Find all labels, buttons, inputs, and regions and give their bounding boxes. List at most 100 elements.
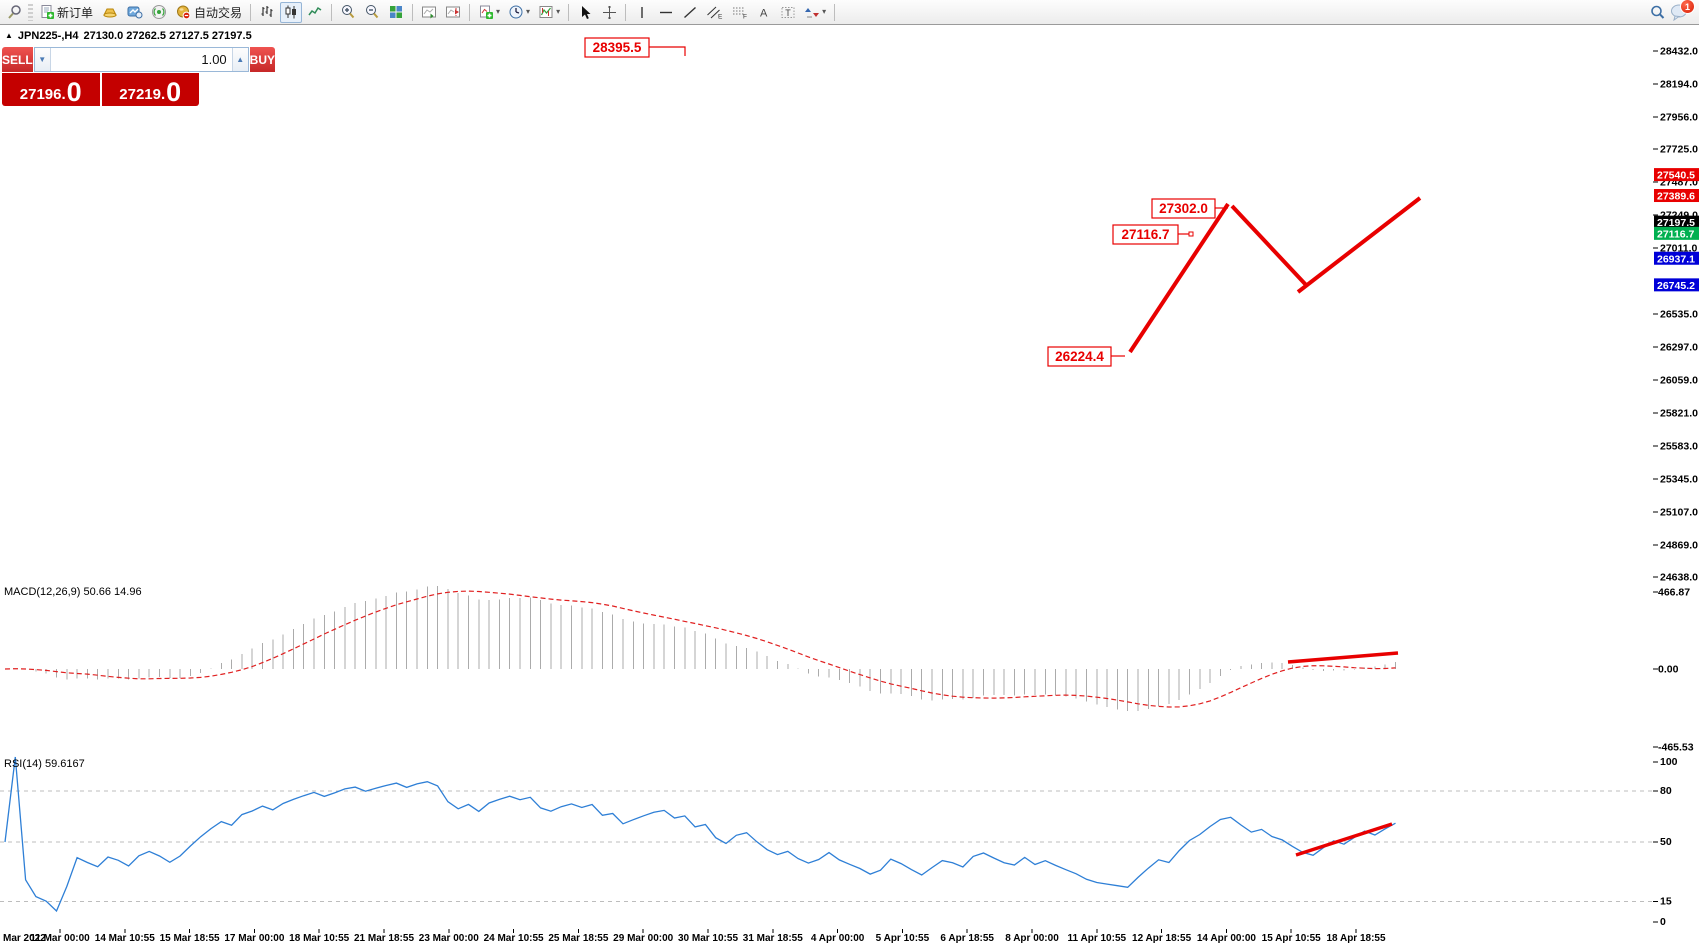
vertical-line-icon xyxy=(641,6,643,18)
svg-text:25 Mar 18:55: 25 Mar 18:55 xyxy=(548,933,608,944)
svg-text:27389.6: 27389.6 xyxy=(1657,191,1695,203)
crosshair-icon xyxy=(602,5,616,19)
fibonacci-tool[interactable]: F xyxy=(728,2,751,23)
toolbar-separator xyxy=(834,3,836,21)
svg-text:27116.7: 27116.7 xyxy=(1657,228,1695,240)
svg-text:25107.0: 25107.0 xyxy=(1660,506,1698,518)
ask-price-display[interactable]: 27219. 0 xyxy=(101,73,199,107)
text-tool[interactable]: A xyxy=(753,2,775,23)
rsi-label: RSI(14) 59.6167 xyxy=(4,758,85,770)
search-button[interactable] xyxy=(1646,2,1669,23)
svg-text:E: E xyxy=(718,13,723,20)
svg-text:6 Apr 18:55: 6 Apr 18:55 xyxy=(940,933,994,944)
bid-price-display[interactable]: 27196. 0 xyxy=(2,73,100,106)
bar-chart-icon xyxy=(261,6,273,17)
annotation-text: 27302.0 xyxy=(1159,201,1208,216)
volume-increase-button[interactable]: ▲ xyxy=(231,48,248,71)
bid-price-big-digit: 0 xyxy=(66,76,82,107)
svg-text:0.00: 0.00 xyxy=(1658,664,1679,676)
signals-button[interactable] xyxy=(148,2,170,23)
svg-text:24638.0: 24638.0 xyxy=(1660,572,1698,584)
arrows-tool[interactable]: ▾ xyxy=(801,2,829,23)
sell-button[interactable]: SELL xyxy=(2,47,33,72)
notifications-button[interactable]: 1 xyxy=(1670,0,1695,21)
text-a-icon: A xyxy=(760,7,768,19)
auto-trading-icon xyxy=(177,5,191,20)
svg-text:T: T xyxy=(785,8,791,18)
market-watch-button[interactable] xyxy=(98,2,121,23)
svg-text:24 Mar 10:55: 24 Mar 10:55 xyxy=(484,933,544,944)
svg-text:14 Mar 10:55: 14 Mar 10:55 xyxy=(95,933,155,944)
auto-trading-button[interactable]: 自动交易 xyxy=(172,2,245,23)
annotation-text: 28395.5 xyxy=(593,40,642,55)
text-label-tool[interactable]: T xyxy=(777,2,799,23)
price-annotations[interactable]: 28395.5 27302.0 27116.7 26224.4 xyxy=(584,37,1228,367)
cursor-icon xyxy=(582,5,591,19)
auto-scroll-button[interactable] xyxy=(418,2,440,23)
svg-text:25345.0: 25345.0 xyxy=(1660,473,1698,485)
symbol-name: JPN225-,H4 xyxy=(17,30,79,42)
line-chart-mode-button[interactable] xyxy=(304,2,326,23)
new-order-icon xyxy=(41,5,54,19)
auto-trading-label: 自动交易 xyxy=(194,5,243,20)
volume-decrease-button[interactable]: ▼ xyxy=(34,48,51,71)
candlestick-icon xyxy=(285,5,297,19)
svg-text:26535.0: 26535.0 xyxy=(1660,309,1698,321)
symbol-info: ▲ JPN225-,H4 27130.0 27262.5 27127.5 271… xyxy=(5,30,252,42)
equidistant-channel-tool[interactable]: E xyxy=(703,2,726,23)
svg-text:15 Mar 18:55: 15 Mar 18:55 xyxy=(160,933,220,944)
zoom-in-button[interactable] xyxy=(337,2,359,23)
svg-text:466.87: 466.87 xyxy=(1658,587,1690,599)
svg-text:26059.0: 26059.0 xyxy=(1660,374,1698,386)
chevron-down-icon: ▾ xyxy=(526,7,531,16)
notification-badge: 1 xyxy=(1680,0,1695,14)
horizontal-line-tool[interactable] xyxy=(655,2,677,23)
trend-arrows[interactable] xyxy=(1128,196,1422,857)
main-toolbar: 新订单 自动交易 xyxy=(0,0,1699,25)
svg-text:28194.0: 28194.0 xyxy=(1660,78,1698,90)
cursor-tool-button[interactable] xyxy=(574,2,596,23)
svg-text:17 Mar 00:00: 17 Mar 00:00 xyxy=(224,933,284,944)
clipped-magnifier-icon[interactable] xyxy=(3,2,25,23)
price-axis[interactable]: 28432.028194.027956.027725.027487.027249… xyxy=(1653,46,1698,929)
annotation-text: 26224.4 xyxy=(1055,349,1104,364)
svg-text:11 Mar 00:00: 11 Mar 00:00 xyxy=(30,933,90,944)
chart-shift-button[interactable] xyxy=(442,2,464,23)
one-click-trading-panel: SELL ▼ ▲ BUY 27196. 0 27219. 0 xyxy=(2,47,276,107)
svg-text:18 Apr 18:55: 18 Apr 18:55 xyxy=(1326,933,1386,944)
zoom-out-button[interactable] xyxy=(361,2,383,23)
svg-text:31 Mar 18:55: 31 Mar 18:55 xyxy=(743,933,803,944)
crosshair-tool-button[interactable] xyxy=(598,2,620,23)
periods-button[interactable]: ▾ xyxy=(505,2,533,23)
svg-text:30 Mar 10:55: 30 Mar 10:55 xyxy=(678,933,738,944)
svg-text:Mar 2022: Mar 2022 xyxy=(3,933,46,944)
ask-price-big-digit: 0 xyxy=(166,76,182,107)
zoom-in-icon xyxy=(342,5,355,19)
svg-text:27197.5: 27197.5 xyxy=(1657,217,1695,229)
svg-text:25821.0: 25821.0 xyxy=(1660,407,1698,419)
vertical-line-tool[interactable] xyxy=(631,2,653,23)
bar-chart-mode-button[interactable] xyxy=(256,2,278,23)
fibonacci-icon: F xyxy=(733,7,747,20)
charts-button[interactable] xyxy=(123,2,146,23)
new-order-button[interactable]: 新订单 xyxy=(36,2,96,23)
gold-icon xyxy=(103,8,117,18)
annotation-text: 27116.7 xyxy=(1121,227,1169,242)
volume-input[interactable] xyxy=(50,48,232,71)
buy-button[interactable]: BUY xyxy=(249,47,276,72)
trendline-icon xyxy=(684,6,697,18)
svg-text:5 Apr 10:55: 5 Apr 10:55 xyxy=(876,933,930,944)
indicators-icon xyxy=(480,5,494,19)
indicators-button[interactable]: ▾ xyxy=(475,2,503,23)
candlestick-mode-button[interactable] xyxy=(280,1,303,23)
svg-text:100: 100 xyxy=(1660,756,1678,768)
templates-button[interactable]: ▾ xyxy=(535,2,563,23)
tile-windows-button[interactable] xyxy=(385,2,407,23)
svg-text:F: F xyxy=(743,13,747,20)
ask-price-main: 27219. xyxy=(119,86,166,104)
trendline-tool[interactable] xyxy=(679,2,701,23)
bid-price-main: 27196. xyxy=(19,86,66,104)
